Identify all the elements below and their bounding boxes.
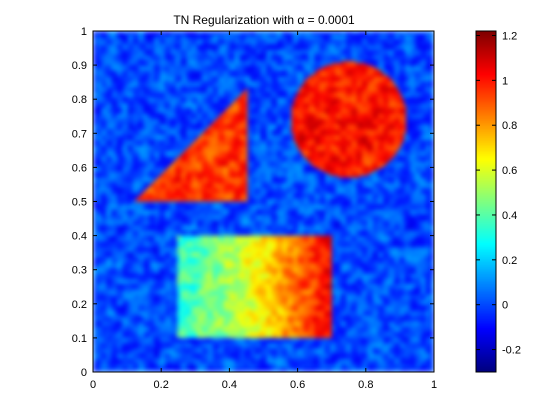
- colorbar-axis: -0.2 0 0.2 0.4 0.6 0.8 1 1.2: [476, 30, 521, 357]
- x-tick-label: 0.2: [154, 379, 169, 391]
- colorbar-tick-label: 1.2: [502, 30, 517, 42]
- colorbar-tick-label: 0.4: [502, 210, 517, 222]
- colorbar-tick-label: 0.6: [502, 165, 517, 177]
- y-tick-label: 0.8: [72, 94, 87, 106]
- y-tick-label: 0.5: [72, 197, 87, 209]
- y-tick-label: 0.4: [72, 231, 87, 243]
- x-tick-label: 0.8: [358, 379, 373, 391]
- y-tick-label: 0.7: [72, 128, 87, 140]
- colorbar-frame: [475, 30, 497, 373]
- x-tick-label: 0.4: [222, 379, 237, 391]
- y-tick-label: 0.9: [72, 60, 87, 72]
- heatmap-image: [93, 31, 434, 372]
- y-tick-label: 0.2: [72, 299, 87, 311]
- chart-title: TN Regularization with α = 0.0001: [173, 13, 355, 27]
- plot-area: 0 0.2 0.4 0.6 0.8 1 0 0.1 0.2 0.3 0.4 0.5 0.6 0.7 0.8…: [72, 26, 437, 391]
- colorbar-tick-label: 0: [502, 300, 508, 312]
- y-tick-label: 0.3: [72, 265, 87, 277]
- colorbar-tick-label: 0.2: [502, 255, 517, 267]
- y-tick-label: 0: [81, 367, 87, 379]
- x-axis: 0 0.2 0.4 0.6 0.8 1: [90, 31, 437, 391]
- y-tick-label: 0.1: [72, 333, 87, 345]
- y-tick-label: 1: [81, 26, 87, 38]
- colorbar-tick-label: 0.8: [502, 120, 517, 132]
- colorbar-tick-label: 1: [502, 75, 508, 87]
- colorbar: -0.2 0 0.2 0.4 0.6 0.8 1 1.2: [475, 30, 521, 373]
- x-tick-label: 0: [90, 379, 96, 391]
- colorbar-tick-label: -0.2: [502, 345, 521, 357]
- y-axis: 0 0.1 0.2 0.3 0.4 0.5 0.6 0.7 0.8 0.9 1: [72, 26, 434, 379]
- colorbar-gradient: [476, 31, 496, 372]
- y-tick-label: 0.6: [72, 162, 87, 174]
- x-tick-label: 1: [431, 379, 437, 391]
- x-tick-label: 0.6: [290, 379, 305, 391]
